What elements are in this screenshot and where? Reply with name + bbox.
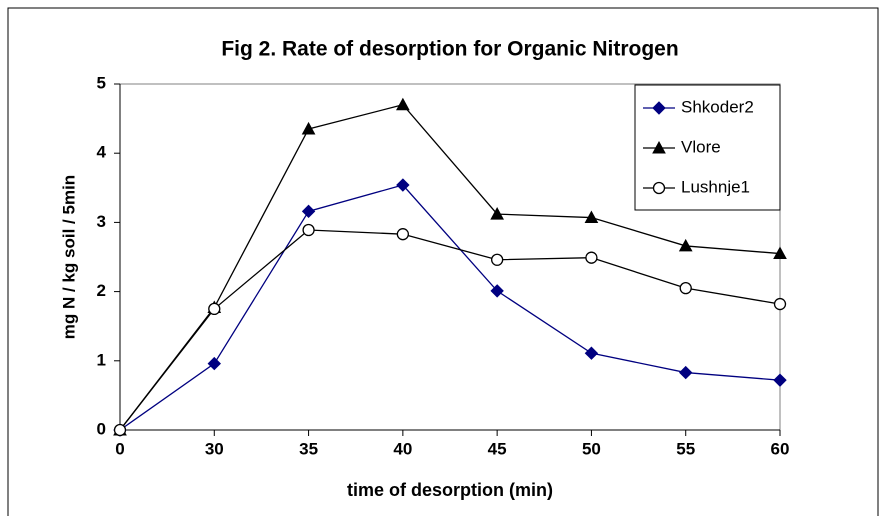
marker <box>113 423 127 437</box>
x-tick-label: 60 <box>771 439 790 458</box>
marker <box>490 284 504 298</box>
x-tick-label: 45 <box>488 439 507 458</box>
legend-label: Vlore <box>681 137 721 156</box>
y-tick-label: 4 <box>97 143 107 162</box>
marker <box>490 207 504 220</box>
series-line <box>119 104 781 431</box>
y-tick-label: 3 <box>97 212 106 231</box>
y-axis-title: mg N / kg soil / 5min <box>59 175 78 339</box>
legend-marker <box>652 140 666 154</box>
marker <box>301 204 316 219</box>
marker <box>302 223 315 237</box>
marker <box>679 365 693 380</box>
x-tick-label: 55 <box>676 439 695 458</box>
legend-label: Lushnje1 <box>681 177 750 196</box>
marker <box>584 210 599 224</box>
marker <box>773 297 787 311</box>
x-tick-label: 40 <box>393 439 412 458</box>
series-line <box>119 184 781 431</box>
marker <box>773 373 787 387</box>
legend-marker <box>652 181 666 195</box>
legend-marker <box>652 101 666 115</box>
y-tick-label: 5 <box>97 73 106 92</box>
x-axis-title: time of desorption (min) <box>347 480 553 500</box>
marker <box>773 246 787 260</box>
marker <box>207 356 221 371</box>
x-tick-label: 35 <box>299 439 318 458</box>
series-line <box>119 229 781 431</box>
marker <box>584 346 599 360</box>
x-tick-label: 30 <box>205 439 224 458</box>
legend-label: Shkoder2 <box>681 97 754 116</box>
marker <box>301 121 316 135</box>
y-tick-label: 1 <box>97 350 106 369</box>
x-tick-label: 50 <box>582 439 601 458</box>
y-tick-label: 0 <box>97 419 106 438</box>
marker <box>585 251 598 264</box>
marker <box>396 178 410 192</box>
x-tick-label: 0 <box>115 439 124 458</box>
marker <box>396 97 410 111</box>
chart-title: Fig 2. Rate of desorption for Organic Ni… <box>221 38 678 61</box>
marker <box>208 302 221 316</box>
marker <box>678 238 693 252</box>
marker <box>679 281 692 295</box>
marker <box>490 253 504 266</box>
y-tick-label: 2 <box>97 281 106 300</box>
marker <box>396 228 410 241</box>
